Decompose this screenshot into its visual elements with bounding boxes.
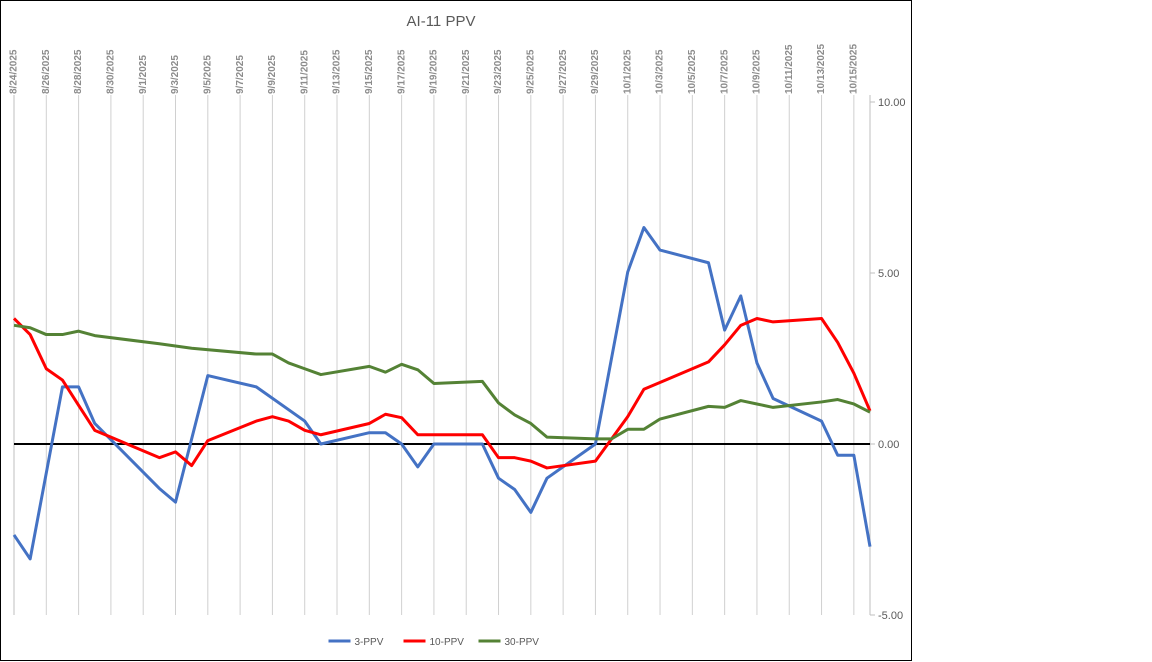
series-line (13, 323, 871, 441)
x-tick-label: 8/26/2025 (41, 49, 52, 94)
x-tick-label: 9/17/2025 (396, 49, 407, 94)
x-tick-label: 9/25/2025 (525, 49, 536, 94)
x-tick-label: 10/9/2025 (752, 49, 763, 94)
x-tick-label: 9/15/2025 (364, 49, 375, 94)
legend-label: 30-PPV (505, 637, 540, 648)
x-tick-label: 9/21/2025 (461, 49, 472, 94)
x-tick-label: 8/24/2025 (9, 49, 20, 94)
x-tick-label: 9/27/2025 (558, 49, 569, 94)
x-tick-label: 8/28/2025 (73, 49, 84, 94)
chart-border (0, 0, 912, 661)
x-tick-label: 9/3/2025 (170, 55, 181, 94)
x-tick-label: 9/19/2025 (429, 49, 440, 94)
y-tick-label: -5.00 (878, 610, 903, 622)
x-tick-label: 10/15/2025 (848, 44, 859, 94)
legend-label: 10-PPV (430, 637, 465, 648)
x-tick-label: 9/9/2025 (267, 55, 278, 94)
series-line (12, 316, 872, 470)
x-tick-label: 9/1/2025 (138, 55, 149, 94)
x-tick-label: 10/1/2025 (622, 49, 633, 94)
legend-label: 3-PPV (355, 637, 384, 648)
x-tick-label: 8/30/2025 (106, 49, 117, 94)
chart-title: AI-11 PPV (407, 13, 476, 30)
x-tick-label: 10/13/2025 (816, 44, 827, 94)
y-tick-label: 0.00 (878, 439, 899, 451)
x-tick-label: 10/5/2025 (687, 49, 698, 94)
x-tick-label: 9/5/2025 (202, 55, 213, 94)
x-tick-label: 10/7/2025 (719, 49, 730, 94)
x-tick-label: 9/13/2025 (332, 49, 343, 94)
series-line (12, 226, 872, 561)
x-tick-label: 9/29/2025 (590, 49, 601, 94)
y-tick-label: 5.00 (878, 268, 899, 280)
y-tick-label: 10.00 (878, 97, 906, 109)
x-tick-label: 9/11/2025 (299, 50, 310, 94)
x-tick-label: 10/11/2025 (784, 44, 795, 94)
x-tick-label: 9/23/2025 (493, 49, 504, 94)
x-tick-label: 10/3/2025 (655, 49, 666, 94)
x-tick-label: 9/7/2025 (235, 55, 246, 94)
